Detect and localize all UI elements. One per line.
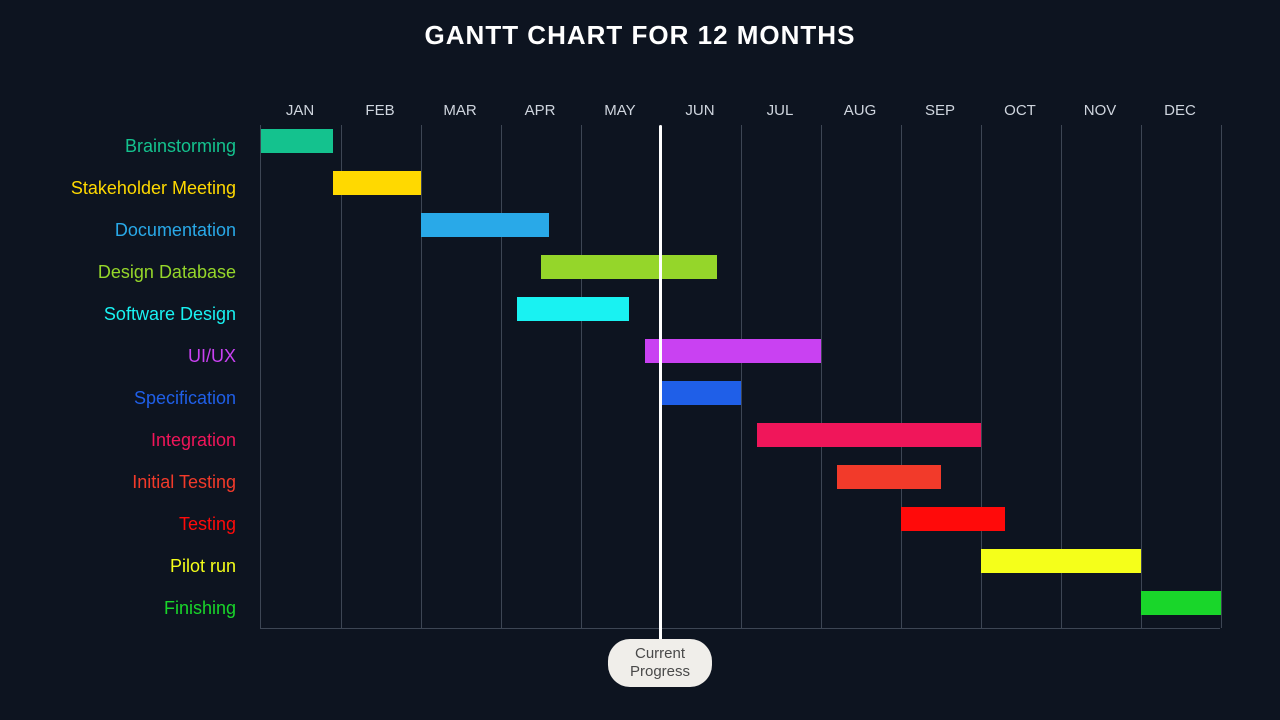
chart-title: GANTT CHART FOR 12 MONTHS [0,0,1280,61]
gantt-chart: BrainstormingStakeholder MeetingDocument… [50,95,1230,635]
task-row [261,377,1220,419]
month-header-cell: SEP [900,95,980,125]
task-bar [421,213,549,237]
task-row [261,461,1220,503]
task-row [261,251,1220,293]
task-label: Pilot run [50,545,250,587]
task-bar [645,339,821,363]
month-header-cell: NOV [1060,95,1140,125]
task-label: Testing [50,503,250,545]
task-row [261,503,1220,545]
grid-body [260,125,1220,629]
task-row [261,293,1220,335]
task-label: Stakeholder Meeting [50,167,250,209]
task-row [261,545,1220,587]
task-bar [333,171,421,195]
task-label: Software Design [50,293,250,335]
task-row [261,419,1220,461]
task-label: Specification [50,377,250,419]
month-header-cell: MAY [580,95,660,125]
current-progress-line [659,125,662,643]
task-row [261,587,1220,629]
task-label: Design Database [50,251,250,293]
month-header-cell: DEC [1140,95,1220,125]
task-label: Documentation [50,209,250,251]
task-bar [517,297,629,321]
grid-area: JANFEBMARAPRMAYJUNJULAUGSEPOCTNOVDEC Cur… [260,95,1220,635]
month-header-cell: JAN [260,95,340,125]
task-bar [837,465,941,489]
grid-vline [1221,125,1222,628]
month-header-cell: JUN [660,95,740,125]
progress-label-line2: Progress [630,663,690,681]
task-label: Initial Testing [50,461,250,503]
task-row [261,167,1220,209]
task-label: UI/UX [50,335,250,377]
task-bar [541,255,717,279]
month-header-cell: JUL [740,95,820,125]
task-bar [901,507,1005,531]
month-header-row: JANFEBMARAPRMAYJUNJULAUGSEPOCTNOVDEC [260,95,1220,125]
task-bar [1141,591,1221,615]
task-labels-column: BrainstormingStakeholder MeetingDocument… [50,125,250,629]
task-label: Brainstorming [50,125,250,167]
month-header-cell: APR [500,95,580,125]
current-progress-pill: Current Progress [608,639,712,687]
task-bar [757,423,981,447]
task-bar [981,549,1141,573]
task-label: Integration [50,419,250,461]
month-header-cell: FEB [340,95,420,125]
month-header-cell: MAR [420,95,500,125]
month-header-cell: OCT [980,95,1060,125]
task-bar [661,381,741,405]
task-bar [261,129,333,153]
task-row [261,125,1220,167]
task-row [261,209,1220,251]
progress-label-line1: Current [630,645,690,663]
task-label: Finishing [50,587,250,629]
month-header-cell: AUG [820,95,900,125]
task-row [261,335,1220,377]
